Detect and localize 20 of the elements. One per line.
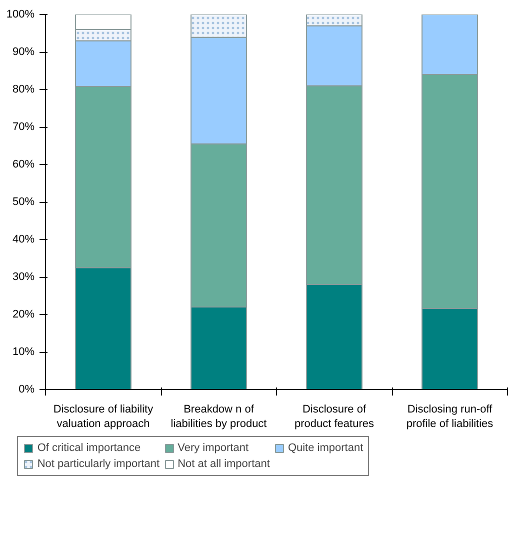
legend-label: Not at all important bbox=[178, 458, 270, 470]
y-tick-label: 70% bbox=[12, 121, 35, 133]
legend-label: Quite important bbox=[288, 442, 364, 454]
legend-label: Of critical importance bbox=[37, 442, 141, 454]
y-tick-label: 100% bbox=[6, 8, 35, 20]
y-tick-label: 90% bbox=[12, 46, 35, 58]
y-tick-label: 80% bbox=[12, 84, 35, 96]
y-tick-label: 10% bbox=[12, 346, 35, 358]
x-tick-label: Disclosure of product features bbox=[294, 404, 374, 430]
y-tick-label: 40% bbox=[12, 234, 35, 246]
y-tick-label: 60% bbox=[12, 158, 35, 170]
x-tick-label: Breakdow n of liabilities by product bbox=[170, 404, 267, 430]
x-tick-label: Disclosure of liability valuation approach bbox=[53, 404, 154, 430]
x-tick-label: Disclosing run-off profile of liabilities bbox=[406, 404, 494, 430]
legend-label: Very important bbox=[178, 442, 249, 454]
y-tick-label: 20% bbox=[12, 308, 35, 320]
y-tick-label: 0% bbox=[18, 384, 35, 396]
y-tick-label: 30% bbox=[12, 271, 35, 283]
legend-label: Not particularly important bbox=[37, 458, 160, 470]
y-tick-label: 50% bbox=[12, 196, 35, 208]
